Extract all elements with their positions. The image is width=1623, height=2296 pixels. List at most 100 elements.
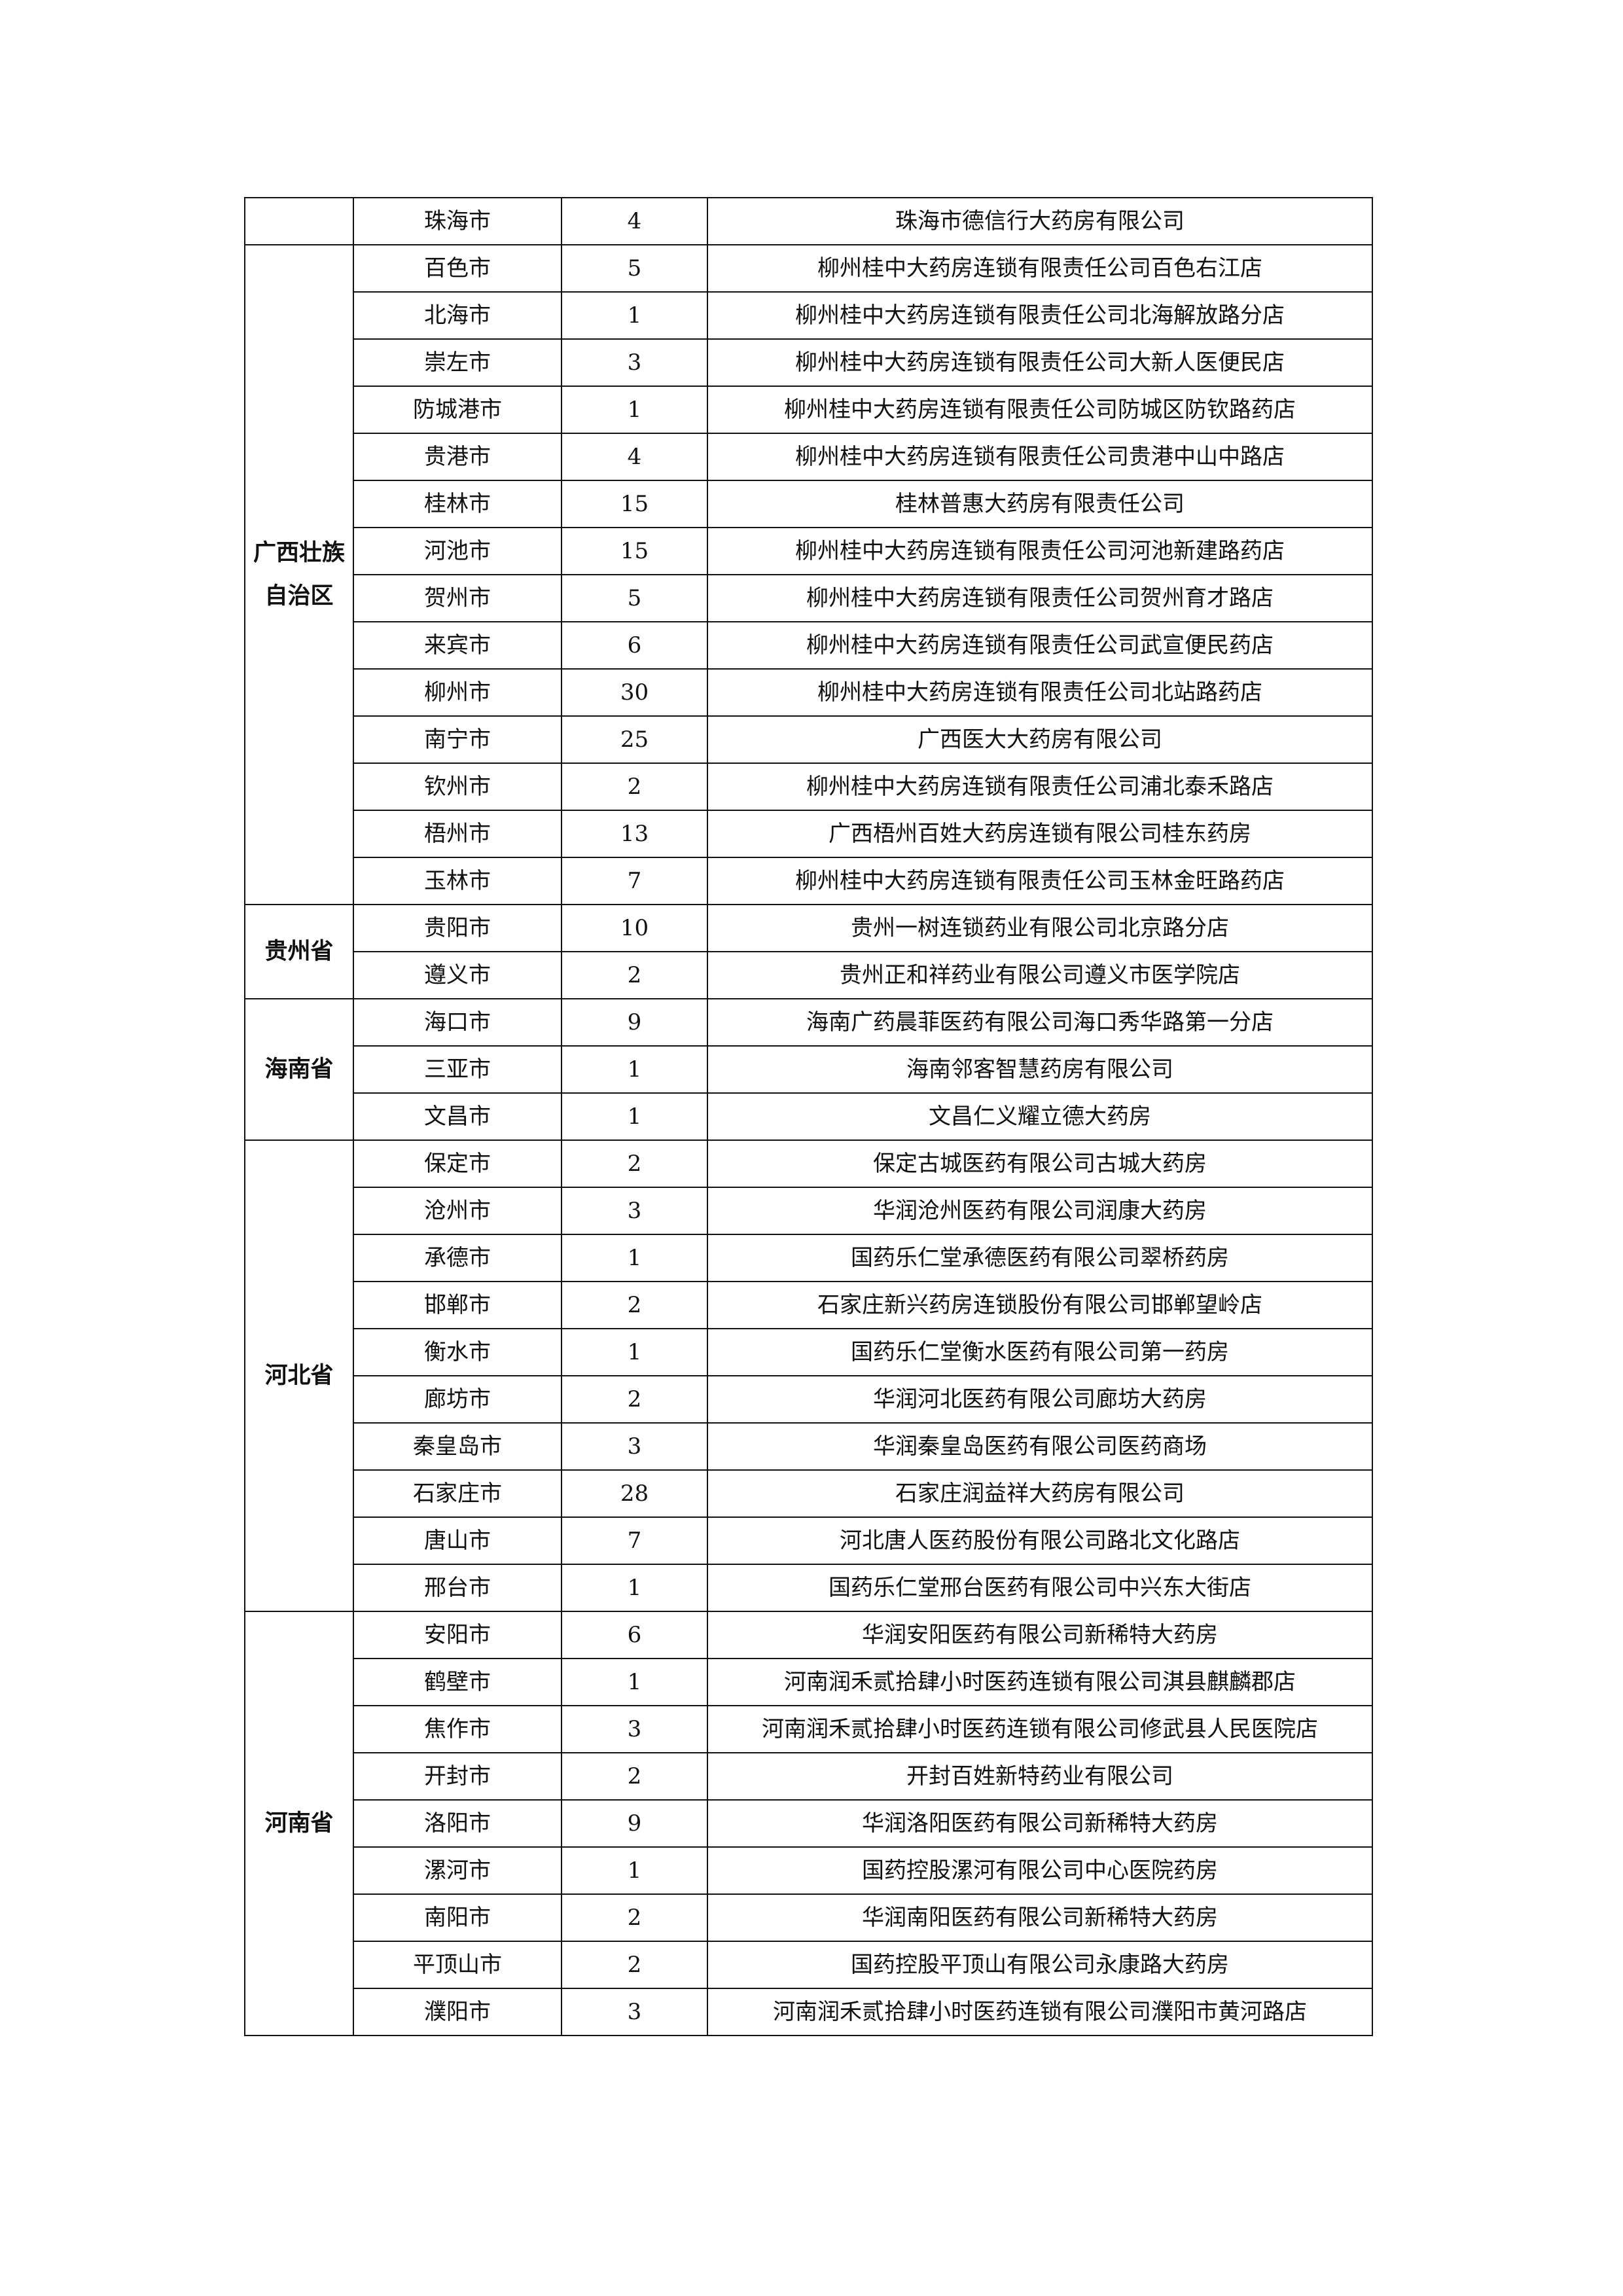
- table-row: 洛阳市 9 华润洛阳医药有限公司新稀特大药房: [245, 1799, 1373, 1848]
- store-cell: 国药乐仁堂衡水医药有限公司第一药房: [707, 1328, 1373, 1376]
- table-row: 鹤壁市 1 河南润禾贰拾肆小时医药连锁有限公司淇县麒麟郡店: [245, 1658, 1373, 1706]
- count-cell: 2: [561, 1281, 708, 1329]
- city-cell: 洛阳市: [353, 1799, 562, 1848]
- count-cell: 2: [561, 762, 708, 811]
- table-row: 平顶山市 2 国药控股平顶山有限公司永康路大药房: [245, 1941, 1373, 1989]
- city-cell: 邯郸市: [353, 1281, 562, 1329]
- count-cell: 4: [561, 197, 708, 245]
- table-row: 邯郸市 2 石家庄新兴药房连锁股份有限公司邯郸望岭店: [245, 1281, 1373, 1329]
- store-cell: 柳州桂中大药房连锁有限责任公司浦北泰禾路店: [707, 762, 1373, 811]
- store-cell: 柳州桂中大药房连锁有限责任公司防城区防钦路药店: [707, 386, 1373, 434]
- table-row: 南宁市 25 广西医大大药房有限公司: [245, 715, 1373, 764]
- count-cell: 1: [561, 291, 708, 340]
- province-line: 自治区: [264, 583, 334, 609]
- count-cell: 1: [561, 1092, 708, 1141]
- count-cell: 15: [561, 527, 708, 575]
- city-cell: 平顶山市: [353, 1941, 562, 1989]
- count-cell: 25: [561, 715, 708, 764]
- city-cell: 开封市: [353, 1752, 562, 1801]
- table-row: 桂林市 15 桂林普惠大药房有限责任公司: [245, 480, 1373, 528]
- city-cell: 柳州市: [353, 668, 562, 717]
- store-cell: 华润河北医药有限公司廊坊大药房: [707, 1375, 1373, 1424]
- count-cell: 1: [561, 1846, 708, 1895]
- city-cell: 海口市: [353, 998, 562, 1047]
- count-cell: 6: [561, 1611, 708, 1659]
- city-cell: 保定市: [353, 1139, 562, 1188]
- city-cell: 焦作市: [353, 1705, 562, 1753]
- store-cell: 柳州桂中大药房连锁有限责任公司玉林金旺路药店: [707, 857, 1373, 905]
- province-cell: 广西壮族 自治区: [244, 244, 354, 905]
- table-row: 南阳市 2 华润南阳医药有限公司新稀特大药房: [245, 1893, 1373, 1942]
- city-cell: 珠海市: [353, 197, 562, 245]
- table-row: 贺州市 5 柳州桂中大药房连锁有限责任公司贺州育才路店: [245, 574, 1373, 622]
- table-row: 文昌市 1 文昌仁义耀立德大药房: [245, 1092, 1373, 1141]
- city-cell: 沧州市: [353, 1187, 562, 1235]
- store-cell: 华润洛阳医药有限公司新稀特大药房: [707, 1799, 1373, 1848]
- store-cell: 贵州正和祥药业有限公司遵义市医学院店: [707, 951, 1373, 999]
- province-cell: 河南省: [244, 1611, 354, 2036]
- city-cell: 遵义市: [353, 951, 562, 999]
- table-row: 开封市 2 开封百姓新特药业有限公司: [245, 1752, 1373, 1801]
- count-cell: 2: [561, 951, 708, 999]
- count-cell: 5: [561, 574, 708, 622]
- count-cell: 13: [561, 810, 708, 858]
- city-cell: 南阳市: [353, 1893, 562, 1942]
- store-cell: 广西梧州百姓大药房连锁有限公司桂东药房: [707, 810, 1373, 858]
- table-row: 石家庄市 28 石家庄润益祥大药房有限公司: [245, 1469, 1373, 1518]
- store-cell: 文昌仁义耀立德大药房: [707, 1092, 1373, 1141]
- table-row: 防城港市 1 柳州桂中大药房连锁有限责任公司防城区防钦路药店: [245, 386, 1373, 434]
- store-cell: 珠海市德信行大药房有限公司: [707, 197, 1373, 245]
- table-row: 衡水市 1 国药乐仁堂衡水医药有限公司第一药房: [245, 1328, 1373, 1376]
- table-row: 沧州市 3 华润沧州医药有限公司润康大药房: [245, 1187, 1373, 1235]
- count-cell: 5: [561, 244, 708, 293]
- count-cell: 3: [561, 1422, 708, 1471]
- city-cell: 邢台市: [353, 1564, 562, 1612]
- store-cell: 柳州桂中大药房连锁有限责任公司河池新建路药店: [707, 527, 1373, 575]
- count-cell: 1: [561, 386, 708, 434]
- store-cell: 国药乐仁堂邢台医药有限公司中兴东大街店: [707, 1564, 1373, 1612]
- table-row: 海南省 海口市 9 海南广药晨菲医药有限公司海口秀华路第一分店: [244, 998, 1373, 1141]
- table-row: 柳州市 30 柳州桂中大药房连锁有限责任公司北站路药店: [245, 668, 1373, 717]
- store-cell: 河南润禾贰拾肆小时医药连锁有限公司濮阳市黄河路店: [707, 1988, 1373, 2036]
- city-cell: 衡水市: [353, 1328, 562, 1376]
- store-cell: 河南润禾贰拾肆小时医药连锁有限公司修武县人民医院店: [707, 1705, 1373, 1753]
- store-cell: 华润秦皇岛医药有限公司医药商场: [707, 1422, 1373, 1471]
- store-cell: 贵州一树连锁药业有限公司北京路分店: [707, 904, 1373, 952]
- city-cell: 漯河市: [353, 1846, 562, 1895]
- count-cell: 2: [561, 1893, 708, 1942]
- city-cell: 秦皇岛市: [353, 1422, 562, 1471]
- city-cell: 濮阳市: [353, 1988, 562, 2036]
- city-cell: 钦州市: [353, 762, 562, 811]
- city-cell: 贵阳市: [353, 904, 562, 952]
- province-cell: [244, 197, 354, 245]
- count-cell: 9: [561, 998, 708, 1047]
- province-cell: 贵州省: [244, 904, 354, 999]
- store-cell: 柳州桂中大药房连锁有限责任公司北海解放路分店: [707, 291, 1373, 340]
- store-cell: 海南邻客智慧药房有限公司: [707, 1045, 1373, 1094]
- table-row: 贵港市 4 柳州桂中大药房连锁有限责任公司贵港中山中路店: [245, 433, 1373, 481]
- count-cell: 30: [561, 668, 708, 717]
- table-row: 焦作市 3 河南润禾贰拾肆小时医药连锁有限公司修武县人民医院店: [245, 1705, 1373, 1753]
- city-cell: 玉林市: [353, 857, 562, 905]
- count-cell: 2: [561, 1752, 708, 1801]
- count-cell: 3: [561, 1988, 708, 2036]
- store-cell: 柳州桂中大药房连锁有限责任公司贺州育才路店: [707, 574, 1373, 622]
- city-cell: 安阳市: [353, 1611, 562, 1659]
- count-cell: 10: [561, 904, 708, 952]
- count-cell: 4: [561, 433, 708, 481]
- store-cell: 广西医大大药房有限公司: [707, 715, 1373, 764]
- store-cell: 桂林普惠大药房有限责任公司: [707, 480, 1373, 528]
- table-row: 珠海市 4 珠海市德信行大药房有限公司: [244, 197, 1373, 245]
- count-cell: 1: [561, 1564, 708, 1612]
- table-row: 梧州市 13 广西梧州百姓大药房连锁有限公司桂东药房: [245, 810, 1373, 858]
- table-row: 河池市 15 柳州桂中大药房连锁有限责任公司河池新建路药店: [245, 527, 1373, 575]
- table-row: 河南省 安阳市 6 华润安阳医药有限公司新稀特大药房: [244, 1611, 1373, 2036]
- city-cell: 防城港市: [353, 386, 562, 434]
- store-cell: 国药控股平顶山有限公司永康路大药房: [707, 1941, 1373, 1989]
- store-cell: 河南润禾贰拾肆小时医药连锁有限公司淇县麒麟郡店: [707, 1658, 1373, 1706]
- table-row: 来宾市 6 柳州桂中大药房连锁有限责任公司武宣便民药店: [245, 621, 1373, 670]
- store-cell: 华润沧州医药有限公司润康大药房: [707, 1187, 1373, 1235]
- table-row: 崇左市 3 柳州桂中大药房连锁有限责任公司大新人医便民店: [245, 338, 1373, 387]
- city-cell: 百色市: [353, 244, 562, 293]
- store-cell: 柳州桂中大药房连锁有限责任公司北站路药店: [707, 668, 1373, 717]
